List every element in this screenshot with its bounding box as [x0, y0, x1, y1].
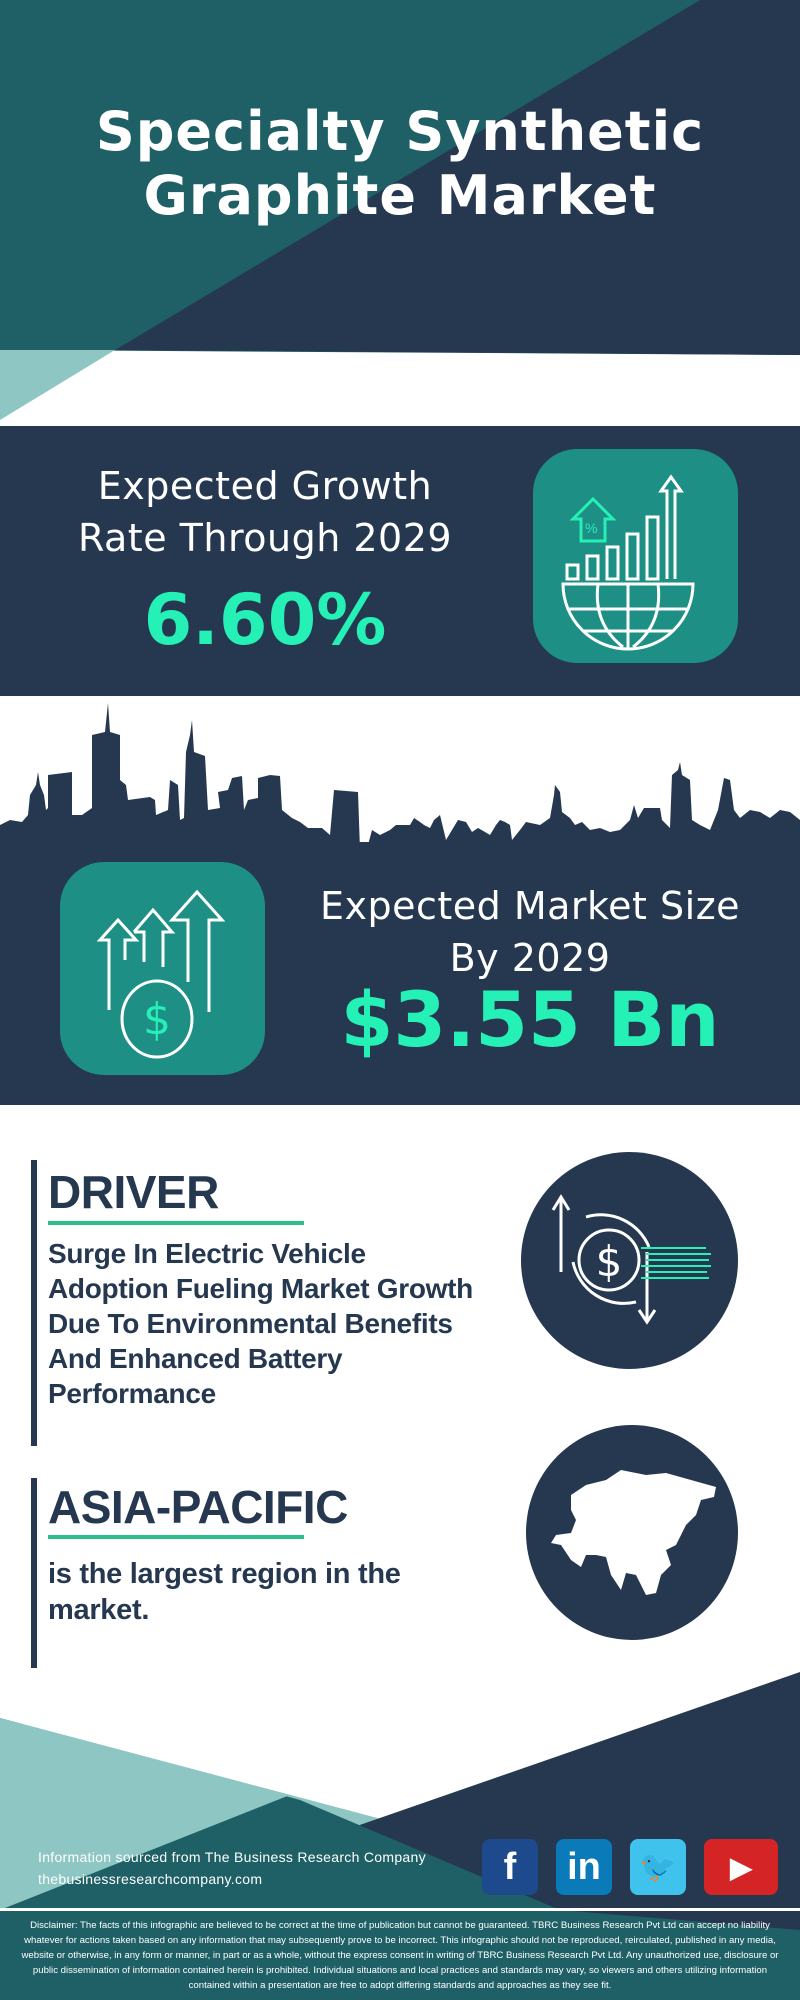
market-size-label-line-1: Expected Market Size [319, 884, 741, 928]
market-size-label: Expected Market Size By 2029 [290, 880, 770, 984]
city-skyline [0, 703, 800, 865]
driver-text: Surge In Electric Vehicle Adoption Fueli… [48, 1238, 473, 1409]
money-growth-arrows-icon: $ [60, 862, 265, 1075]
footer-background [0, 1672, 800, 2000]
svg-text:$: $ [596, 1237, 623, 1286]
disclaimer: Disclaimer: The facts of this infographi… [21, 1920, 779, 1991]
page-title: Specialty Synthetic Graphite Market [0, 100, 800, 228]
region-text: is the largest region in the market. [48, 1558, 401, 1626]
growth-globe-chart-icon: % [533, 449, 738, 663]
region-heading: ASIA-PACIFIC [48, 1481, 348, 1533]
market-size-value: $3.55 Bn [340, 975, 720, 1064]
facebook-icon[interactable]: f [482, 1839, 538, 1895]
driver-underline [48, 1221, 304, 1225]
source-url[interactable]: thebusinessresearchcompany.com [38, 1871, 263, 1887]
driver-accent-bar [31, 1160, 37, 1446]
asia-map-icon [526, 1425, 738, 1640]
growth-label-line-2: Rate Through 2029 [77, 516, 453, 560]
region-accent-bar [31, 1478, 37, 1668]
footer-source: Information sourced from The Business Re… [38, 1846, 426, 1890]
youtube-icon[interactable]: ▶ [704, 1839, 778, 1895]
growth-value: 6.60% [143, 579, 387, 661]
market-size-label-line-2: By 2029 [449, 936, 611, 980]
region-underline [48, 1535, 304, 1539]
source-text: Information sourced from The Business Re… [38, 1849, 426, 1865]
header-background [0, 0, 800, 430]
svg-text:$: $ [143, 994, 171, 1045]
linkedin-icon[interactable]: in [556, 1839, 612, 1895]
driver-heading: DRIVER [48, 1166, 219, 1218]
social-links: f in 🐦 ▶ [482, 1839, 778, 1895]
title-line-2: Graphite Market [143, 164, 657, 227]
twitter-icon[interactable]: 🐦 [630, 1839, 686, 1895]
svg-text:%: % [585, 520, 597, 536]
title-line-1: Specialty Synthetic [95, 100, 705, 163]
growth-label-line-1: Expected Growth [97, 464, 433, 508]
dollar-exchange-icon: $ [521, 1152, 738, 1369]
growth-label: Expected Growth Rate Through 2029 [40, 460, 490, 564]
